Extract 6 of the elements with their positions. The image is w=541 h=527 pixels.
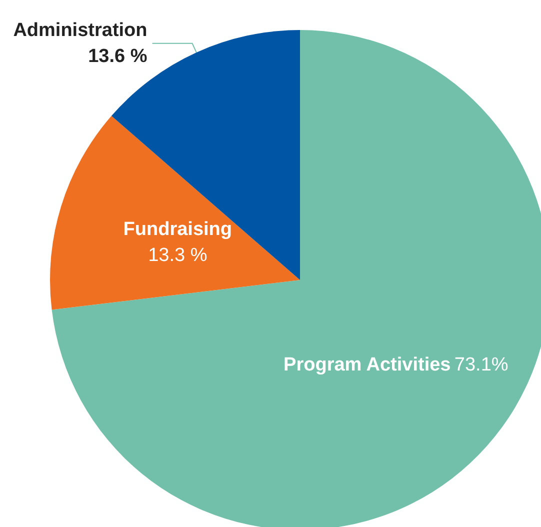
data-label: 13.3 % xyxy=(148,244,208,266)
slice-label: Fundraising xyxy=(123,218,232,240)
data-label: 13.6 % xyxy=(88,46,148,67)
slice-label: Administration xyxy=(13,20,148,41)
slice-label: Program Activities xyxy=(284,354,451,376)
data-label: 73.1% xyxy=(454,354,508,376)
